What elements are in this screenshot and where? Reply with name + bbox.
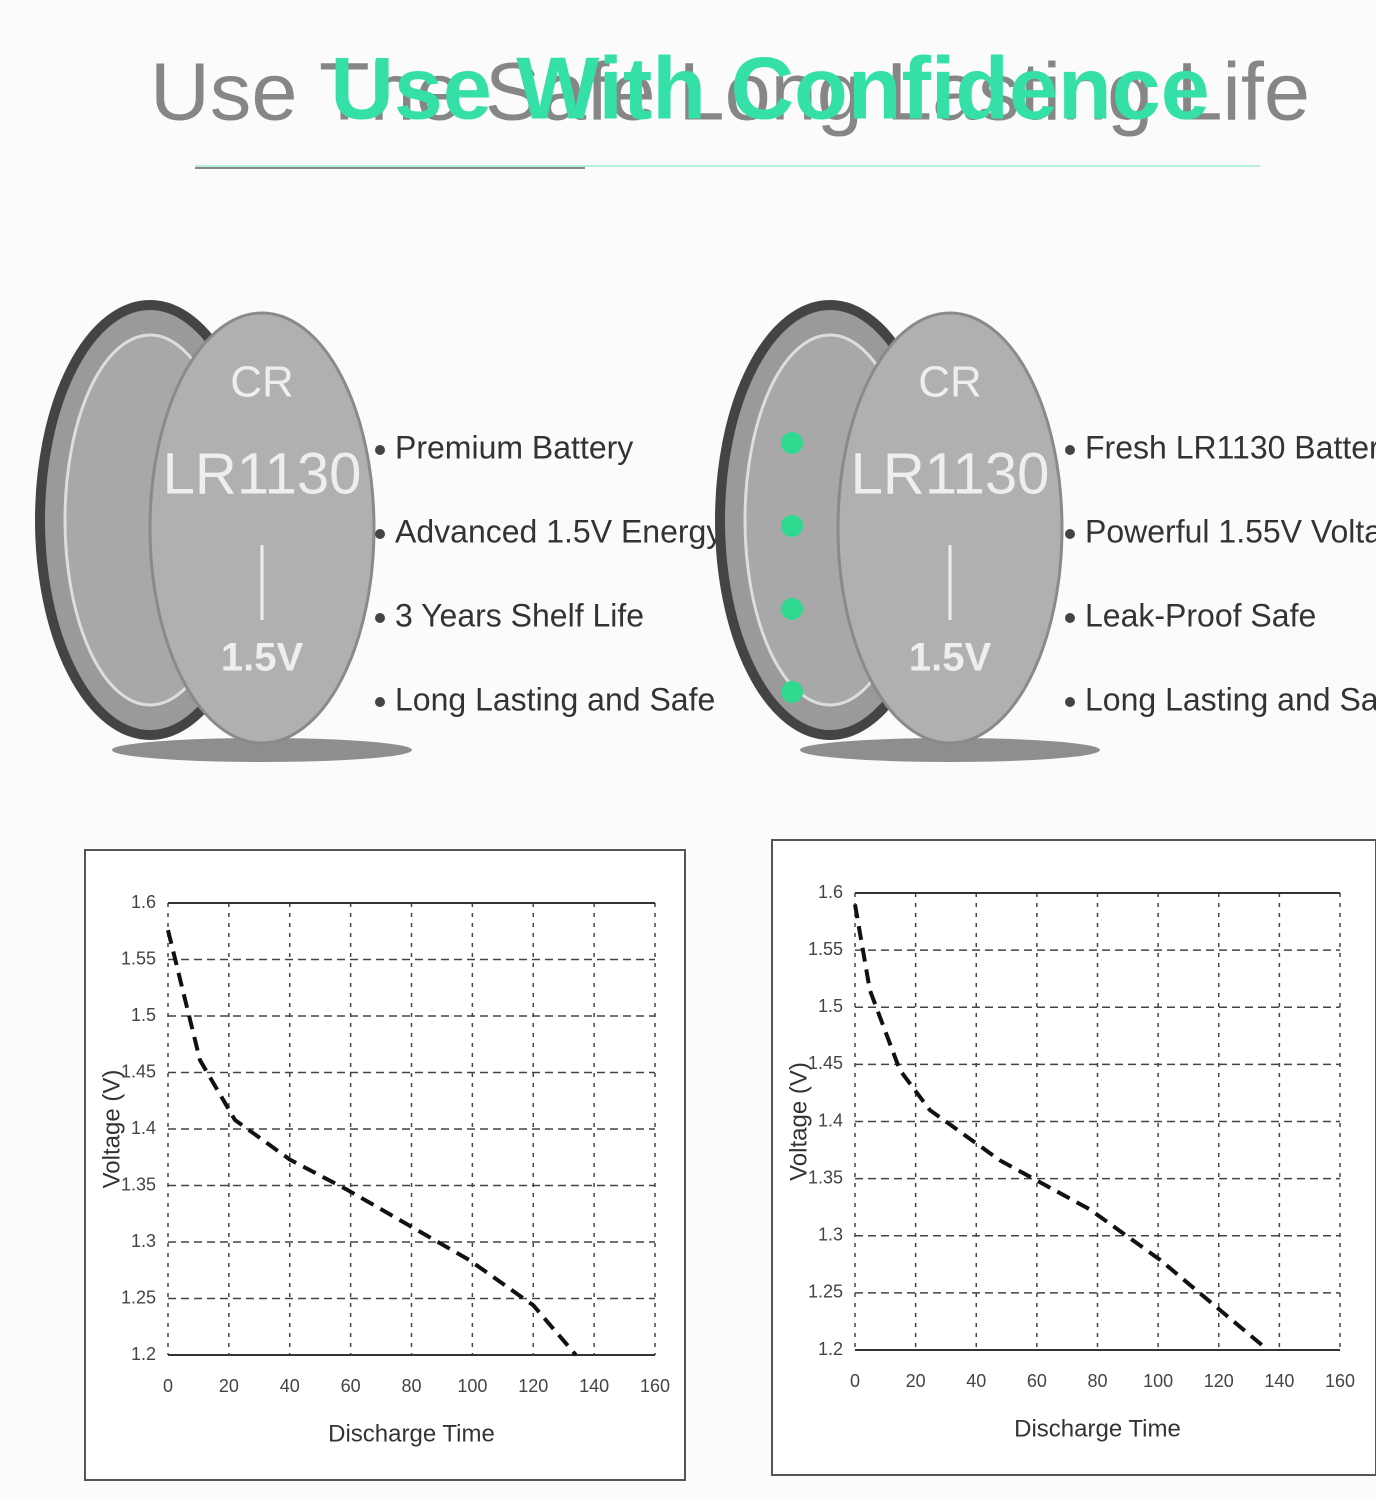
green-dot — [781, 432, 803, 454]
green-dot — [781, 515, 803, 537]
green-dot — [781, 598, 803, 620]
y-axis-label: Voltage (V) — [785, 1062, 812, 1181]
y-tick-label: 1.6 — [131, 892, 156, 912]
bullet — [1065, 445, 1075, 455]
battery-logo: CR — [230, 358, 294, 407]
feature: Long Lasting and Safe — [395, 681, 715, 717]
battery-voltage: 1.5V — [909, 636, 992, 680]
feature: Fresh LR1130 Battery — [1085, 429, 1376, 465]
ghost-title: Use The Safe Long Lasting Life — [150, 47, 1310, 138]
bullet — [1065, 529, 1075, 539]
y-tick-label: 1.45 — [808, 1053, 843, 1073]
y-tick-label: 1.4 — [131, 1118, 156, 1138]
battery-model: LR1130 — [163, 441, 362, 506]
bullet — [375, 529, 385, 539]
y-tick-label: 1.2 — [131, 1344, 156, 1364]
y-tick-label: 1.5 — [818, 996, 843, 1016]
y-axis-label: Voltage (V) — [98, 1070, 125, 1189]
feature: Leak-Proof Safe — [1085, 597, 1316, 633]
chart-frame — [771, 839, 1376, 1476]
x-tick-label: 20 — [906, 1371, 926, 1391]
x-tick-label: 100 — [457, 1376, 487, 1396]
title: Use With Confidence — [330, 38, 1209, 137]
feature: 3 Years Shelf Life — [395, 597, 644, 633]
x-tick-label: 60 — [341, 1376, 361, 1396]
chart-frame — [84, 849, 686, 1481]
y-tick-label: 1.45 — [121, 1061, 156, 1081]
feature: Advanced 1.5V Energy — [395, 513, 722, 549]
battery-front — [148, 311, 376, 745]
battery-model: LR1130 — [851, 441, 1050, 506]
y-tick-label: 1.3 — [818, 1225, 843, 1245]
bullet — [375, 613, 385, 623]
battery-logo: CR — [918, 358, 982, 407]
feature: Powerful 1.55V Voltage — [1085, 513, 1376, 549]
x-tick-label: 0 — [163, 1376, 173, 1396]
battery-front — [836, 311, 1064, 745]
x-tick-label: 140 — [1264, 1371, 1294, 1391]
bullet — [1065, 697, 1075, 707]
x-tick-label: 160 — [1325, 1371, 1355, 1391]
x-tick-label: 100 — [1143, 1371, 1173, 1391]
x-tick-label: 40 — [280, 1376, 300, 1396]
y-tick-label: 1.3 — [131, 1231, 156, 1251]
bullet — [1065, 613, 1075, 623]
line-series — [166, 929, 578, 1357]
y-tick-label: 1.5 — [131, 1005, 156, 1025]
y-tick-label: 1.4 — [818, 1110, 843, 1130]
y-tick-label: 1.35 — [121, 1174, 156, 1194]
x-tick-label: 20 — [219, 1376, 239, 1396]
battery-shadow — [112, 738, 412, 762]
y-tick-label: 1.35 — [808, 1167, 843, 1187]
x-tick-label: 0 — [850, 1371, 860, 1391]
battery-shadow — [800, 738, 1100, 762]
y-tick-label: 1.55 — [808, 939, 843, 959]
x-tick-label: 160 — [640, 1376, 670, 1396]
y-tick-label: 1.2 — [818, 1339, 843, 1359]
x-tick-label: 120 — [1204, 1371, 1234, 1391]
y-tick-label: 1.25 — [121, 1287, 156, 1307]
x-tick-label: 80 — [401, 1376, 421, 1396]
x-tick-label: 40 — [966, 1371, 986, 1391]
x-axis-label: Discharge Time — [1014, 1415, 1181, 1442]
x-tick-label: 60 — [1027, 1371, 1047, 1391]
x-tick-label: 120 — [518, 1376, 548, 1396]
line-series — [853, 904, 1270, 1352]
y-tick-label: 1.6 — [818, 882, 843, 902]
feature: Long Lasting and Safe — [1085, 681, 1376, 717]
green-dot — [781, 681, 803, 703]
x-axis-label: Discharge Time — [328, 1420, 495, 1447]
x-tick-label: 80 — [1087, 1371, 1107, 1391]
bullet — [375, 697, 385, 707]
battery-voltage: 1.5V — [221, 636, 304, 680]
x-tick-label: 140 — [579, 1376, 609, 1396]
bullet — [375, 445, 385, 455]
y-tick-label: 1.55 — [121, 948, 156, 968]
feature: Premium Battery — [395, 429, 633, 465]
y-tick-label: 1.25 — [808, 1282, 843, 1302]
